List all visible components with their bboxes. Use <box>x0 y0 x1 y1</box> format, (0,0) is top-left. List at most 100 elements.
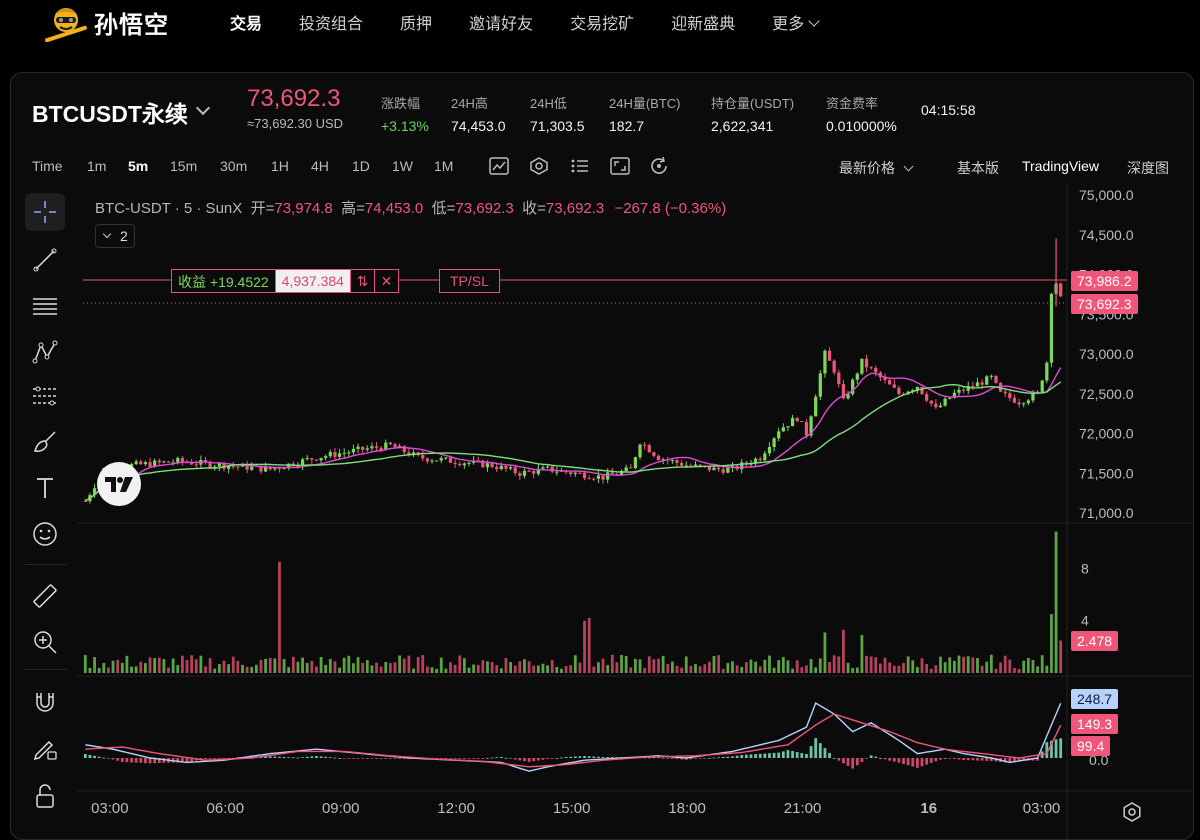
candle-body <box>296 465 300 467</box>
macd-histogram-bar <box>578 756 582 758</box>
volume-bar <box>116 659 120 673</box>
macd-histogram-bar <box>985 758 989 761</box>
volume-bar <box>1003 655 1007 673</box>
nav-more[interactable]: 更多 <box>772 10 820 34</box>
macd-histogram-bar <box>130 758 133 763</box>
tpsl-button[interactable]: TP/SL <box>439 269 500 293</box>
volume-bar <box>883 657 887 673</box>
swap-vertical-icon[interactable]: ⇅ <box>350 269 375 293</box>
interval-1w[interactable]: 1W <box>392 158 413 174</box>
symbol-selector[interactable]: BTCUSDT永续 <box>32 95 210 129</box>
replay-icon[interactable] <box>649 156 671 176</box>
horizontal-lines-tool[interactable] <box>25 287 65 325</box>
interval-5m[interactable]: 5m <box>128 158 149 174</box>
pattern-tool[interactable] <box>25 333 65 371</box>
price-type-dropdown[interactable]: 最新价格 <box>839 158 914 178</box>
volume-bar <box>1026 657 1030 673</box>
macd-histogram-bar <box>573 756 577 758</box>
macd-histogram-bar <box>606 757 610 758</box>
last-price: 73,692.3 <box>247 85 341 112</box>
candle-body <box>324 456 328 458</box>
measure-tool[interactable] <box>25 577 65 615</box>
volume-bar <box>1022 660 1026 673</box>
volume-bar <box>671 661 674 673</box>
nav-invite[interactable]: 邀请好友 <box>469 16 534 33</box>
volume-bar <box>865 655 868 673</box>
price-axis-label: 71,500.0 <box>1079 465 1134 481</box>
fib-tool[interactable] <box>25 377 65 415</box>
candle-body <box>388 442 393 445</box>
brush-tool[interactable] <box>25 423 65 461</box>
trend-line-tool[interactable] <box>25 241 65 279</box>
interval-1m[interactable]: 1m <box>87 158 107 174</box>
nav-welcome-event[interactable]: 迎新盛典 <box>671 16 736 33</box>
histogram-tag: 99.4 <box>1071 736 1111 756</box>
interval-1d[interactable]: 1D <box>352 158 370 174</box>
volume-bar <box>426 666 429 673</box>
settings-gear-icon[interactable] <box>1121 801 1143 823</box>
interval-15m[interactable]: 15m <box>170 158 198 174</box>
interval-1month[interactable]: 1M <box>434 158 454 174</box>
volume-bar <box>504 658 508 673</box>
indicators-icon[interactable] <box>528 156 550 176</box>
candle-body <box>661 459 665 461</box>
list-settings-icon[interactable] <box>569 156 591 176</box>
brand-name: 孙悟空 <box>94 11 169 39</box>
candle-body <box>194 464 198 466</box>
view-depth[interactable]: 深度图 <box>1127 160 1169 176</box>
candle-body <box>153 460 157 467</box>
macd-histogram-bar <box>499 757 503 758</box>
macd-histogram-bar <box>301 757 304 759</box>
time-label[interactable]: Time <box>32 158 63 174</box>
volume-bar <box>555 667 559 673</box>
fullscreen-icon[interactable] <box>609 156 631 176</box>
volume-bar <box>365 660 369 673</box>
volume-bar <box>814 667 818 673</box>
volume-bar <box>952 660 956 673</box>
indicator-toggle[interactable]: 2 <box>95 224 135 248</box>
volume-bar <box>703 664 707 673</box>
macd-histogram-bar <box>684 758 688 760</box>
macd-histogram-bar <box>375 758 378 759</box>
view-basic[interactable]: 基本版 <box>957 160 999 176</box>
volume-bar <box>190 655 194 673</box>
nav-staking[interactable]: 质押 <box>400 16 433 33</box>
close-value: 73,692.3 <box>545 200 605 217</box>
interval-4h[interactable]: 4H <box>311 158 329 174</box>
macd-histogram-bar <box>610 757 614 758</box>
view-tradingview[interactable]: TradingView <box>1022 158 1100 174</box>
interval-30m[interactable]: 30m <box>220 158 248 174</box>
macd-histogram-bar <box>666 758 670 759</box>
text-tool[interactable] <box>25 469 65 507</box>
volume-bar <box>1045 665 1049 673</box>
volume-bar <box>888 662 892 673</box>
candle-body <box>721 469 725 473</box>
stat-24h-volume: 24H量(BTC) 182.7 <box>609 93 681 134</box>
emoji-tool[interactable] <box>25 515 65 553</box>
magnet-tool[interactable] <box>25 683 65 721</box>
stat-label: 资金费率 <box>826 96 879 111</box>
volume-bar <box>282 659 286 673</box>
macd-histogram-bar <box>597 756 600 758</box>
nav-trade[interactable]: 交易 <box>230 16 263 33</box>
macd-histogram-bar <box>1059 738 1063 758</box>
candle-body <box>716 467 721 470</box>
chart-type-icon[interactable] <box>488 156 510 176</box>
interval-1h[interactable]: 1H <box>271 158 289 174</box>
lock-tool[interactable] <box>25 777 65 815</box>
crosshair-tool[interactable] <box>25 193 65 231</box>
tradingview-logo[interactable] <box>97 462 141 506</box>
volume-bar <box>573 655 577 673</box>
macd-histogram-bar <box>939 758 942 760</box>
candle-body <box>832 360 836 373</box>
close-icon[interactable]: ✕ <box>374 269 399 293</box>
nav-trade-mining[interactable]: 交易挖矿 <box>570 16 635 33</box>
candle-body <box>421 454 425 459</box>
brand-logo[interactable]: 孙悟空 <box>40 2 169 43</box>
volume-bar <box>462 658 466 673</box>
price-chart-canvas[interactable]: 75,000.074,500.074,000.073,500.073,000.0… <box>11 73 1194 840</box>
volume-bar <box>352 663 355 673</box>
zoom-tool[interactable] <box>25 623 65 661</box>
nav-portfolio[interactable]: 投资组合 <box>299 16 364 33</box>
lock-drawing-tool[interactable] <box>25 729 65 767</box>
